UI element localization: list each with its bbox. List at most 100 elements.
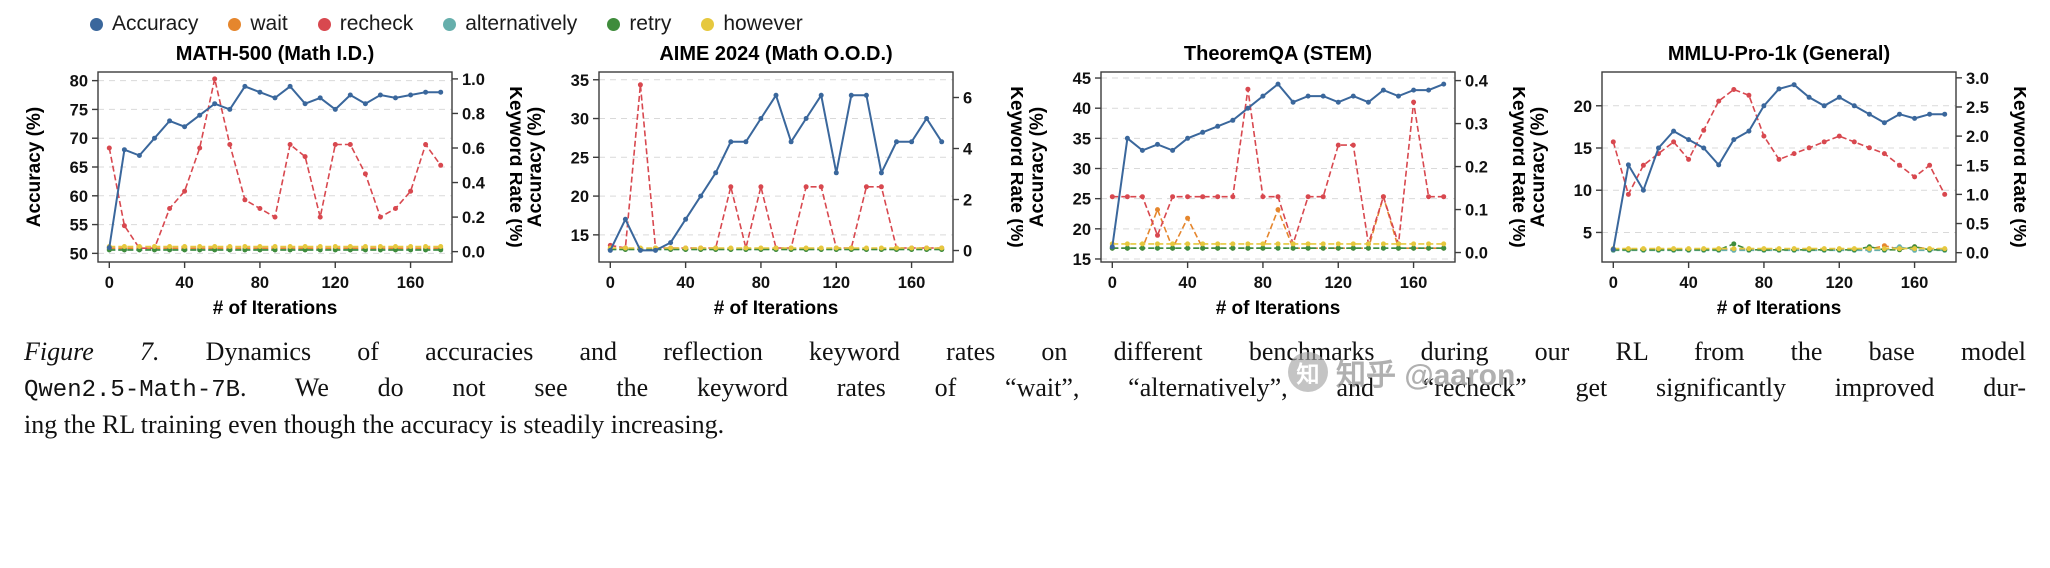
svg-text:0: 0 — [1107, 274, 1116, 292]
legend-label: wait — [250, 12, 288, 35]
alternatively-series-dot-icon — [443, 17, 457, 31]
caption-text: ing the RL training even though the accu… — [24, 409, 725, 439]
legend-item-recheck: recheck — [317, 12, 414, 36]
svg-text:160: 160 — [898, 274, 926, 292]
svg-text:80: 80 — [1253, 274, 1271, 292]
svg-text:35: 35 — [1072, 130, 1090, 148]
chart-legend: Accuracy wait recheck alternatively retr… — [90, 8, 2026, 40]
caption-line-1: Figure 7. Dynamics of accuracies and ref… — [24, 334, 2026, 370]
svg-text:6: 6 — [963, 90, 972, 108]
svg-text:1.5: 1.5 — [1966, 157, 1989, 175]
svg-text:120: 120 — [1324, 274, 1352, 292]
svg-text:30: 30 — [571, 111, 589, 129]
svg-text:10: 10 — [1574, 182, 1592, 200]
svg-text:80: 80 — [70, 73, 88, 91]
legend-item-however: however — [701, 12, 803, 36]
legend-label: recheck — [339, 12, 414, 35]
accuracy-series-dot-icon — [90, 17, 103, 31]
svg-text:160: 160 — [397, 274, 425, 292]
svg-text:35: 35 — [571, 72, 589, 90]
svg-text:0.3: 0.3 — [1465, 116, 1488, 134]
svg-text:0: 0 — [606, 274, 615, 292]
svg-text:0.4: 0.4 — [462, 175, 486, 193]
svg-text:Keyword Rate (%): Keyword Rate (%) — [1006, 86, 1023, 248]
svg-text:1.0: 1.0 — [462, 71, 485, 89]
svg-text:25: 25 — [1072, 191, 1090, 209]
svg-text:20: 20 — [1072, 221, 1090, 239]
svg-text:120: 120 — [823, 274, 851, 292]
svg-text:Keyword Rate (%): Keyword Rate (%) — [1508, 86, 1525, 248]
svg-text:15: 15 — [571, 227, 589, 245]
svg-text:65: 65 — [70, 159, 88, 177]
svg-text:15: 15 — [1574, 140, 1592, 158]
chart-svg: 15 20 25 30 35 0 2 4 6 0 40 80 120 160 AIME 2024 (Math… — [525, 43, 1023, 319]
svg-text:5: 5 — [1583, 224, 1592, 242]
svg-text:40: 40 — [1072, 100, 1090, 118]
svg-text:40: 40 — [677, 274, 695, 292]
svg-text:# of Iterations: # of Iterations — [1717, 298, 1842, 319]
legend-label: however — [723, 12, 803, 35]
figure-page: Accuracy wait recheck alternatively retr… — [24, 8, 2026, 443]
svg-text:0.2: 0.2 — [462, 209, 485, 227]
svg-text:120: 120 — [1825, 274, 1853, 292]
retry-series-dot-icon — [607, 17, 621, 31]
svg-text:60: 60 — [70, 188, 88, 206]
chart-svg: 15 20 25 30 35 40 45 0.0 0.1 0.2 0.3 0.4 0 40 80 120 160… — [1027, 43, 1525, 319]
svg-text:1.0: 1.0 — [1966, 186, 1989, 204]
svg-text:20: 20 — [1574, 98, 1592, 116]
svg-text:0.0: 0.0 — [462, 244, 485, 262]
svg-text:0.0: 0.0 — [1465, 245, 1488, 263]
figure-caption: Figure 7. Dynamics of accuracies and ref… — [24, 334, 2026, 443]
chart-mmlu-pro-1k: 5 10 15 20 0.0 0.5 1.0 1.5 2.0 2.5 3.0 0 40 80 120 160 M… — [1528, 42, 2026, 320]
svg-text:75: 75 — [70, 101, 88, 119]
svg-text:120: 120 — [321, 274, 349, 292]
chart-svg: 50 55 60 65 70 75 80 0.0 0.2 0.4 0.6 0.8 1.0 0 40 80 120… — [24, 43, 522, 319]
svg-text:# of Iterations: # of Iterations — [714, 298, 839, 319]
figure-number-label: Figure 7. — [24, 337, 160, 366]
svg-text:40: 40 — [1679, 274, 1697, 292]
model-name: Qwen2.5-Math-7B — [24, 376, 241, 404]
svg-text:0.1: 0.1 — [1465, 202, 1488, 220]
svg-text:4: 4 — [963, 141, 973, 159]
caption-line-2: Qwen2.5-Math-7B. We do not see the keywo… — [24, 370, 2026, 407]
legend-item-wait: wait — [228, 12, 288, 36]
svg-text:160: 160 — [1901, 274, 1929, 292]
chart-math-500: 50 55 60 65 70 75 80 0.0 0.2 0.4 0.6 0.8 1.0 0 40 80 120… — [24, 42, 522, 320]
svg-text:3.0: 3.0 — [1966, 70, 1989, 88]
wait-series-dot-icon — [228, 17, 242, 31]
recheck-series-dot-icon — [317, 17, 331, 31]
svg-text:0.4: 0.4 — [1465, 73, 1489, 91]
svg-text:15: 15 — [1072, 251, 1090, 269]
svg-text:2.5: 2.5 — [1966, 99, 1989, 117]
legend-label: retry — [629, 12, 672, 35]
svg-text:Accuracy (%): Accuracy (%) — [1528, 107, 1549, 227]
svg-text:0: 0 — [963, 243, 972, 261]
svg-text:55: 55 — [70, 217, 88, 235]
legend-label: alternatively — [465, 12, 578, 35]
svg-text:40: 40 — [1178, 274, 1196, 292]
svg-text:Accuracy (%): Accuracy (%) — [525, 107, 546, 227]
chart-aime-2024: 15 20 25 30 35 0 2 4 6 0 40 80 120 160 AIME 2024 (Math… — [525, 42, 1023, 320]
svg-text:40: 40 — [175, 274, 193, 292]
legend-item-retry: retry — [607, 12, 671, 36]
svg-text:70: 70 — [70, 130, 88, 148]
svg-text:0.6: 0.6 — [462, 140, 485, 158]
svg-text:20: 20 — [571, 188, 589, 206]
svg-text:30: 30 — [1072, 161, 1090, 179]
svg-text:MATH-500 (Math I.D.): MATH-500 (Math I.D.) — [176, 43, 375, 65]
legend-item-accuracy: Accuracy — [90, 12, 198, 36]
caption-line-3: ing the RL training even though the accu… — [24, 407, 2026, 443]
svg-text:Keyword Rate (%): Keyword Rate (%) — [505, 86, 522, 248]
svg-text:# of Iterations: # of Iterations — [1215, 298, 1340, 319]
charts-row: 50 55 60 65 70 75 80 0.0 0.2 0.4 0.6 0.8 1.0 0 40 80 120… — [24, 42, 2026, 320]
caption-text: . We do not see the keyword rates of “wa… — [240, 372, 2026, 402]
svg-text:MMLU-Pro-1k (General): MMLU-Pro-1k (General) — [1668, 43, 1890, 65]
svg-text:25: 25 — [571, 149, 589, 167]
svg-text:Accuracy (%): Accuracy (%) — [24, 107, 45, 227]
caption-text: Dynamics of accuracies and reflection ke… — [159, 337, 2026, 366]
svg-text:160: 160 — [1399, 274, 1427, 292]
svg-text:0: 0 — [105, 274, 114, 292]
svg-text:45: 45 — [1072, 70, 1090, 88]
svg-text:Accuracy (%): Accuracy (%) — [1027, 107, 1048, 227]
